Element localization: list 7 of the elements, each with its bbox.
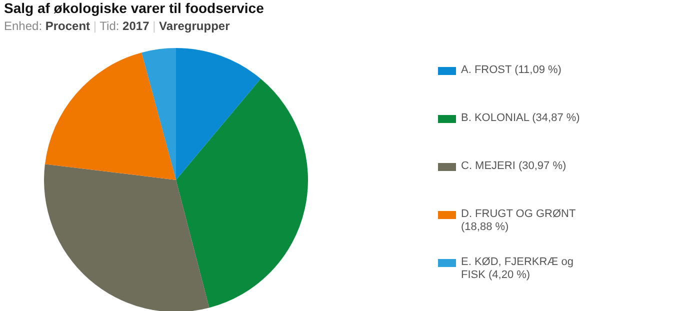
legend-label: B. KOLONIAL (34,87 %): [461, 112, 581, 125]
chart-title: Salg af økologiske varer til foodservice: [4, 0, 264, 16]
legend-label: A. FROST (11,09 %): [461, 64, 562, 77]
legend-label: D. FRUGT OG GRØNT (18,88 %): [461, 208, 576, 234]
legend-label: C. MEJERI (30,97 %): [461, 160, 568, 173]
chart-subtitle: Enhed: Procent | Tid: 2017 | Varegrupper: [4, 19, 230, 33]
legend-label: E. KØD, FJERKRÆ og FISK (4,20 %): [461, 256, 574, 282]
